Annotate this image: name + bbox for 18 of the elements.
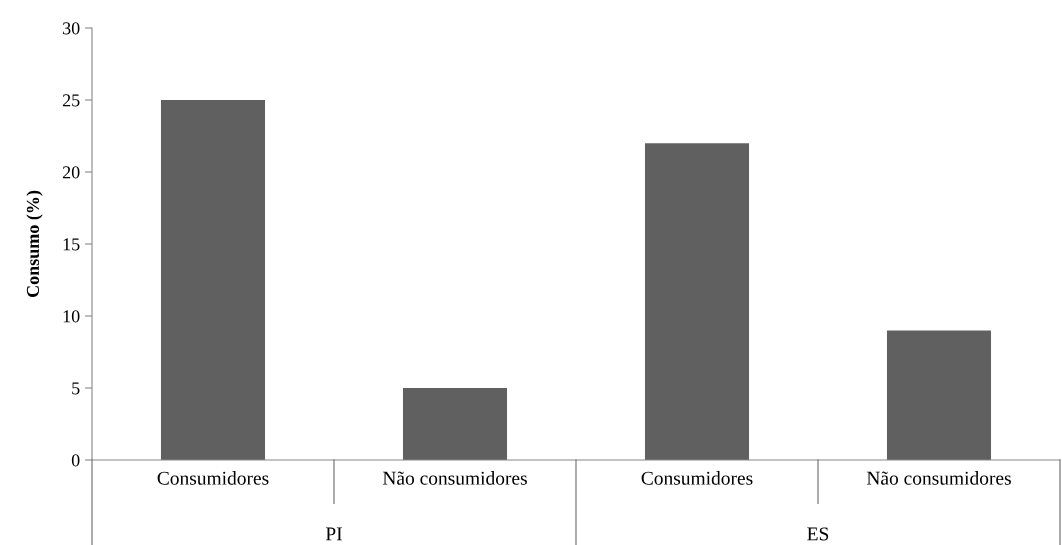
y-tick-label: 15 [63, 238, 80, 251]
y-tick-label: 20 [62, 166, 80, 179]
bar [402, 388, 508, 460]
bar [644, 143, 750, 460]
y-tick-label: 30 [63, 22, 80, 35]
y-axis-title: Consumo (%) [26, 190, 43, 298]
x-tick-label: Consumidores [641, 471, 753, 485]
text: PI [325, 527, 342, 541]
y-tick-label: 25 [62, 94, 80, 107]
x-tick-label: Não consumidores [382, 471, 527, 485]
y-tick-label: 10 [63, 310, 80, 323]
text: ES [807, 527, 829, 541]
bar [160, 100, 266, 460]
bar [886, 330, 992, 460]
y-tick-label: 5 [72, 382, 80, 395]
x-tick-label: Não consumidores [866, 471, 1011, 485]
y-tick-label: 0 [71, 454, 80, 467]
x-tick-label: Consumidores [157, 471, 269, 485]
